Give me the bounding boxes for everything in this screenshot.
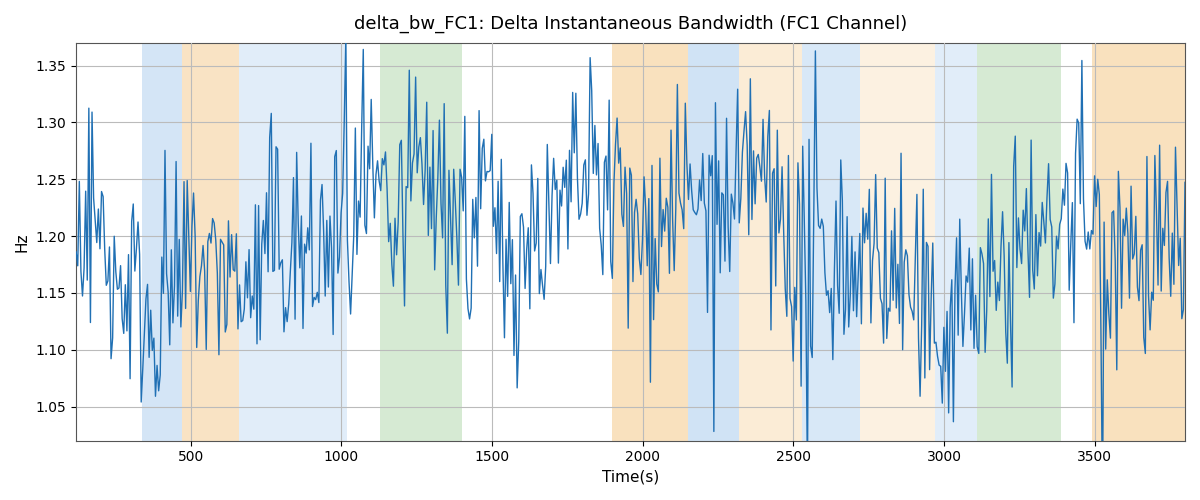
Bar [977,43,1062,440]
Bar [935,43,977,440]
Bar [688,43,739,440]
Bar [239,43,347,440]
Y-axis label: Hz: Hz [14,232,30,252]
X-axis label: Time(s): Time(s) [602,470,659,485]
Bar [739,43,803,440]
Title: delta_bw_FC1: Delta Instantaneous Bandwidth (FC1 Channel): delta_bw_FC1: Delta Instantaneous Bandwi… [354,15,907,34]
Bar [803,43,859,440]
Bar [859,43,935,440]
Bar [181,43,239,440]
Bar [143,43,181,440]
Bar [380,43,462,440]
Bar [612,43,688,440]
Bar [1092,43,1186,440]
